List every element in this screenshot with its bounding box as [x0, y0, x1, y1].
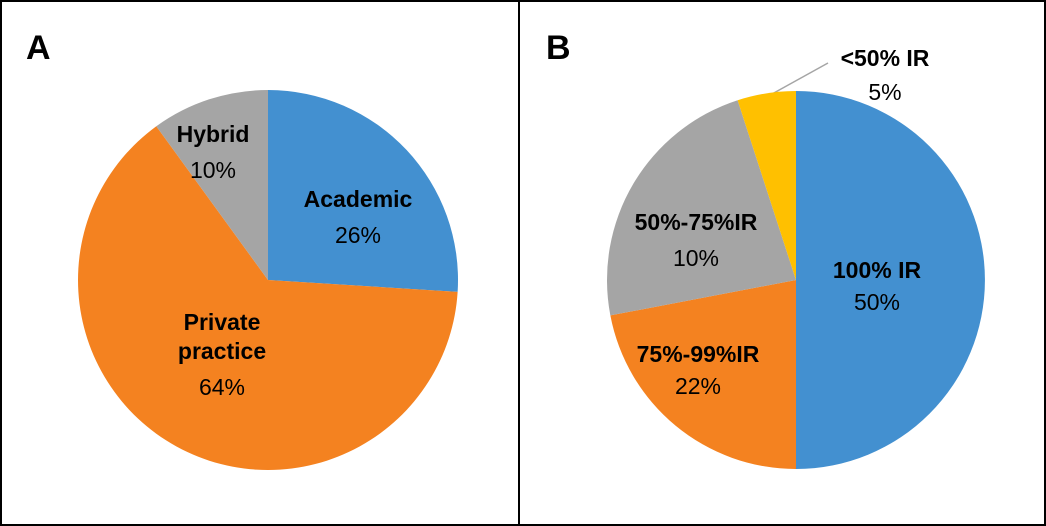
panel-b-letter: B [546, 29, 571, 67]
pie-slice-under-50-ir [737, 91, 796, 280]
slice-value-100-ir: 50% [854, 289, 900, 315]
pie-slice-hybrid [156, 90, 268, 280]
pie-a-labels: Academic 26% Private practice 64% Hybrid 10% [177, 121, 413, 400]
pie-b [607, 91, 985, 469]
pie-slice-academic [268, 90, 459, 292]
pie-slice-50-75ir [607, 100, 796, 316]
slice-label-100-ir: 100% IR [833, 257, 922, 283]
slice-label-hybrid: Hybrid [177, 121, 250, 147]
slice-value-75-99ir: 22% [675, 373, 721, 399]
slice-value-hybrid: 10% [190, 157, 236, 183]
slice-label-under-50-ir: <50% IR [841, 45, 930, 71]
slice-label-academic: Academic [304, 186, 413, 212]
pie-slice-100-ir [796, 91, 985, 469]
pie-b-labels: 100% IR 50% 75%-99%IR 22% 50%-75%IR 10% <50% I… [635, 45, 930, 399]
panel-b: B 100% IR 50% 75%-99%IR 22% 50%-75%IR 10% <50%… [546, 29, 985, 469]
panel-a-letter: A [26, 29, 51, 67]
slice-label-75-99ir: 75%-99%IR [637, 341, 760, 367]
slice-label-private-practice: Private practice [178, 309, 266, 364]
pie-a [78, 90, 459, 470]
slice-value-50-75ir: 10% [673, 245, 719, 271]
slice-value-academic: 26% [335, 222, 381, 248]
slice-value-private-practice: 64% [199, 374, 245, 400]
leader-line-under-50 [771, 62, 829, 95]
pie-slice-private-practice [78, 126, 458, 470]
panel-a: A Academic 26% Private practice 64% Hybrid 10% [26, 29, 459, 470]
slice-value-under-50-ir: 5% [868, 79, 901, 105]
slice-label-50-75ir: 50%-75%IR [635, 209, 758, 235]
pie-slice-75-99ir [610, 280, 796, 469]
